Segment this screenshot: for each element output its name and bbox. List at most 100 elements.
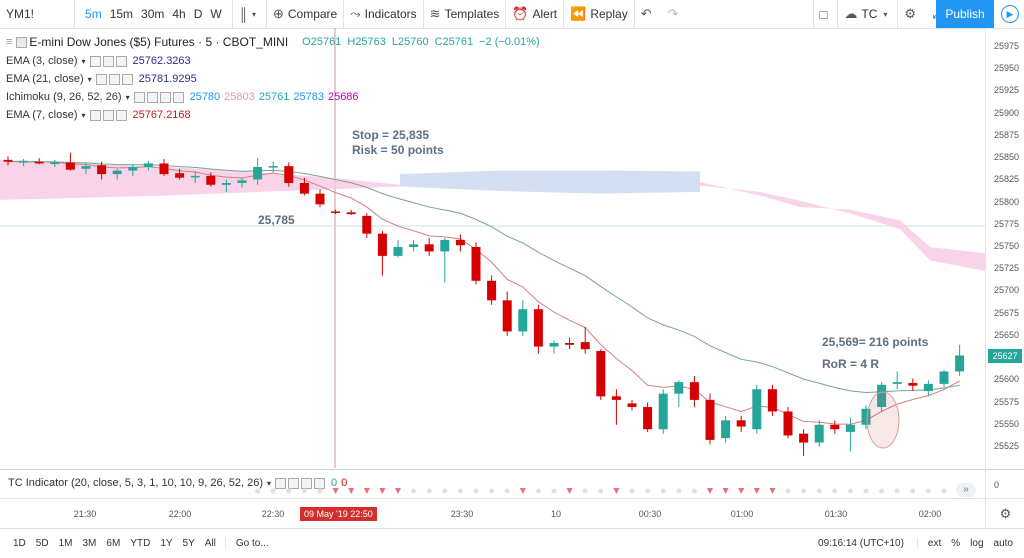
eye-icon[interactable] (89, 109, 101, 121)
legend-tc-indicator[interactable]: TC Indicator (20, close, 5, 3, 1, 10, 10… (8, 477, 347, 489)
candle-body (487, 280, 497, 301)
timeframe-d[interactable]: D (193, 7, 203, 21)
log-toggle[interactable]: log (970, 538, 984, 549)
eye-icon[interactable] (133, 91, 145, 103)
chevron-down-icon: ▾ (87, 74, 92, 84)
candle-body (939, 371, 949, 384)
undo-button[interactable]: ↶ (633, 0, 662, 28)
tc-neutral-dot (832, 488, 838, 494)
candle-body (783, 411, 793, 436)
eye-icon[interactable] (95, 73, 107, 85)
close-icon[interactable] (172, 91, 184, 103)
price-tick-label: 25825 (993, 174, 1019, 185)
candle-body (19, 160, 29, 163)
candle-body (253, 167, 263, 180)
settings-button[interactable]: ⚙ (897, 0, 926, 28)
clock[interactable]: 09:16:14 (UTC+10) (818, 538, 904, 549)
redo-button[interactable]: ↷ (662, 0, 689, 28)
brackets-icon[interactable] (159, 91, 171, 103)
publish-button[interactable]: Publish (936, 0, 994, 28)
ema7-line (7, 160, 960, 425)
timeframe-15m[interactable]: 15m (109, 7, 134, 21)
tc-neutral-dot (691, 488, 697, 494)
fullscreen-rect-button[interactable]: □ (812, 0, 838, 28)
timeframe-w[interactable]: W (210, 7, 222, 21)
axis-settings-corner[interactable]: ⚙ (985, 498, 1024, 529)
tc-signal-arrow (332, 488, 339, 494)
gear-icon: ⚙ (999, 506, 1012, 521)
price-tick-label: 25900 (993, 107, 1019, 118)
range-6m[interactable]: 6M (106, 538, 121, 549)
legend-ema3[interactable]: EMA (3, close) ▾ 25762.3263 (6, 55, 191, 67)
candle-body (221, 183, 231, 185)
candle-body (830, 424, 840, 430)
price-tick-label: 25950 (993, 63, 1019, 74)
indicators-icon: ⤳ (350, 6, 361, 21)
gear-icon[interactable] (288, 477, 299, 489)
price-tick-label: 25700 (993, 285, 1019, 296)
chart-type-button[interactable]: ║ ▾ (231, 0, 266, 28)
gear-icon[interactable] (102, 109, 114, 121)
candle-body (299, 183, 309, 194)
range-all[interactable]: All (204, 538, 216, 549)
close-icon[interactable] (314, 477, 325, 489)
price-chart[interactable] (0, 28, 985, 468)
range-ytd[interactable]: YTD (130, 538, 151, 549)
candle-body (596, 351, 606, 397)
candle-body (268, 166, 278, 168)
legend-ichimoku[interactable]: Ichimoku (9, 26, 52, 26) ▾ 25780 25803 25… (6, 91, 359, 103)
play-button[interactable]: ▶ (996, 0, 1024, 28)
price-tick-label: 25800 (993, 196, 1019, 207)
legend-ema7[interactable]: EMA (7, close) ▾ 25767.2168 (6, 109, 191, 121)
compare-button[interactable]: ⊕ Compare (265, 0, 343, 28)
templates-button[interactable]: ≋ Templates (422, 0, 506, 28)
ema21-label: EMA (21, close) (6, 73, 84, 85)
close-icon[interactable] (115, 109, 127, 121)
goto-button[interactable]: Go to... (224, 538, 274, 549)
range-3m[interactable]: 3M (82, 538, 97, 549)
candle-body (799, 433, 809, 443)
auto-toggle[interactable]: auto (993, 538, 1013, 549)
tc-signal-arrow (566, 488, 573, 494)
ext-toggle[interactable]: ext (916, 538, 946, 549)
brackets-icon[interactable] (301, 477, 312, 489)
alert-button[interactable]: ⏰ Alert (505, 0, 563, 28)
range-1m[interactable]: 1M (58, 538, 73, 549)
price-tick-label: 25875 (993, 129, 1019, 140)
tc-value-2: 0 (341, 477, 348, 489)
gear-icon[interactable] (102, 55, 114, 67)
close-icon[interactable] (115, 55, 127, 67)
legend-ema21[interactable]: EMA (21, close) ▾ 25781.9295 (6, 73, 197, 85)
range-5y[interactable]: 5Y (182, 538, 195, 549)
timeframe-30m[interactable]: 30m (141, 7, 165, 21)
symbol-search[interactable]: YM1! (0, 0, 40, 28)
price-axis[interactable]: 25975 25950 25925 25900 25875 25850 25825 25800… (985, 28, 1024, 468)
range-1d[interactable]: 1D (13, 538, 26, 549)
gear-icon[interactable] (108, 73, 120, 85)
scroll-to-end-button[interactable]: » (956, 483, 976, 497)
indicators-button[interactable]: ⤳ Indicators (343, 0, 422, 28)
candle-body (845, 424, 855, 432)
collapse-icon[interactable]: ≡ (6, 36, 13, 48)
timeframe-5m[interactable]: 5m (85, 7, 102, 21)
ema3-value: 25762.3263 (132, 55, 191, 67)
timeframe-4h[interactable]: 4h (172, 7, 186, 21)
tc-signal-arrow (738, 488, 745, 494)
tc-neutral-dot (535, 488, 541, 494)
chevron-down-icon: ▾ (251, 9, 256, 19)
eye-icon[interactable] (275, 477, 286, 489)
range-5d[interactable]: 5D (35, 538, 49, 549)
layout-selector[interactable]: ☁ TC ▾ (837, 0, 897, 28)
replay-button[interactable]: ⏪ Replay (563, 0, 634, 28)
candle-body (81, 166, 91, 169)
candle-body (97, 165, 107, 175)
percent-toggle[interactable]: % (951, 538, 961, 549)
time-axis[interactable]: 09 May '19 22:50 21:30 22:00 22:30 23:30 10 0… (0, 498, 985, 529)
close-icon[interactable] (121, 73, 133, 85)
cursor-time-label: 09 May '19 22:50 (300, 507, 377, 521)
gear-icon[interactable] (146, 91, 158, 103)
stop-annotation: Stop = 25,835 (352, 128, 430, 142)
candle-body (393, 247, 403, 256)
range-1y[interactable]: 1Y (160, 538, 173, 549)
eye-icon[interactable] (89, 55, 101, 67)
